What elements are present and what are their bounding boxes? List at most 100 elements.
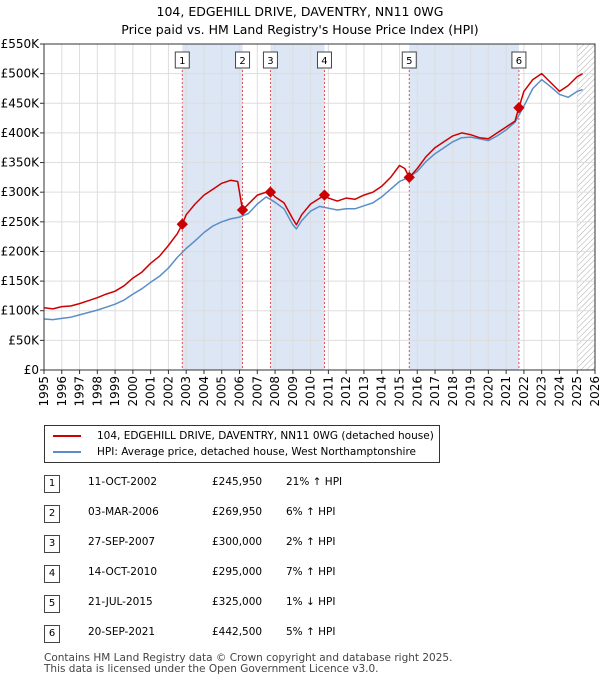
y-tick-label: £50K [8,333,40,347]
table-row: 1 11-OCT-2002 £245,950 21% ↑ HPI [0,470,600,500]
sale-markers: 1 2 3 4 5 6 [174,51,527,230]
legend-property-label: 104, EDGEHILL DRIVE, DAVENTRY, NN11 0WG … [97,430,434,442]
x-tick-label: 2022 [517,376,531,407]
sale-label-number: 6 [516,56,522,67]
table-row: 4 14-OCT-2010 £295,000 7% ↑ HPI [0,560,600,590]
x-tick-label: 2003 [179,376,193,407]
sale-date: 27-SEP-2007 [88,536,156,548]
x-tick-label: 2007 [250,376,264,407]
table-row: 3 27-SEP-2007 £300,000 2% ↑ HPI [0,530,600,560]
sale-date: 21-JUL-2015 [88,596,153,608]
sale-label-number: 5 [406,56,412,67]
x-tick-label: 2001 [144,376,158,407]
hatched-region [577,44,595,370]
sale-label-box [262,51,278,69]
x-tick-label: 2021 [499,376,513,407]
x-tick-label: 2017 [428,376,442,407]
sale-label-box [316,51,332,69]
sale-hpi-diff: 7% ↑ HPI [286,566,336,578]
table-row: 2 03-MAR-2006 £269,950 6% ↑ HPI [0,500,600,530]
sale-number: 6 [44,625,60,643]
x-tick-label: 2023 [535,376,549,407]
property-price-line [44,72,583,310]
sale-number: 5 [44,595,60,613]
x-tick-label: 2000 [126,376,140,407]
sale-point-marker [264,186,277,198]
legend-hpi: HPI: Average price, detached house, West… [53,444,416,460]
x-tick-label: 2012 [339,376,353,407]
plot-border [43,43,596,371]
legend-property-swatch [53,435,81,437]
legend: 104, EDGEHILL DRIVE, DAVENTRY, NN11 0WG … [44,425,440,463]
sale-label-box [401,51,417,69]
axes: £0 £50K £100K £150K £200K £250K £300K £350K £400… [1,37,600,407]
sale-point-marker [236,204,249,216]
sale-price: £295,000 [212,566,263,578]
sale-label-number: 2 [239,56,245,67]
x-tick-label: 2004 [197,376,211,407]
sale-point-marker [318,189,331,201]
sale-number: 2 [44,505,60,523]
shaded-range [182,44,243,370]
x-tick-label: 2013 [357,376,371,407]
sale-hpi-diff: 1% ↓ HPI [286,596,336,608]
table-row: 6 20-SEP-2021 £442,500 5% ↑ HPI [0,620,600,650]
legend-hpi-swatch [53,451,81,453]
sale-label-box [174,51,190,69]
x-tick-label: 2002 [161,376,175,407]
shaded-range [409,44,519,370]
shaded-ranges [181,44,595,370]
y-tick-label: £500K [1,67,41,81]
x-tick-label: 2010 [304,376,318,407]
footer: Contains HM Land Registry data © Crown c… [44,653,452,675]
sale-date: 03-MAR-2006 [88,506,159,518]
x-tick-label: 2019 [464,376,478,407]
legend-hpi-label: HPI: Average price, detached house, West… [97,446,416,458]
sale-date: 20-SEP-2021 [88,626,156,638]
sale-hpi-diff: 6% ↑ HPI [286,506,336,518]
x-tick-label: 1996 [55,376,69,407]
sale-date: 11-OCT-2002 [88,476,157,488]
x-tick-label: 2005 [215,376,229,407]
x-tick-label: 2015 [392,376,406,407]
sale-point-marker [403,171,415,184]
sale-price: £245,950 [212,476,263,488]
y-tick-label: £100K [1,304,41,318]
y-tick-label: £200K [1,244,41,258]
x-tick-label: 2026 [588,376,600,407]
sale-price: £300,000 [212,536,263,548]
y-tick-label: £250K [1,215,41,229]
sale-point-marker [176,218,188,230]
sale-date: 14-OCT-2010 [88,566,157,578]
x-tick-label: 2016 [410,376,424,407]
sale-label-box [511,51,527,69]
y-tick-label: £150K [1,274,41,288]
sale-label-number: 4 [321,56,327,67]
x-tick-label: 1998 [90,376,104,407]
chart-title: 104, EDGEHILL DRIVE, DAVENTRY, NN11 0WG [157,4,444,19]
x-tick-label: 2024 [552,376,566,407]
hpi-line [44,78,583,321]
chart-subtitle: Price paid vs. HM Land Registry's House … [121,22,478,37]
sale-hpi-diff: 5% ↑ HPI [286,626,336,638]
sale-price: £269,950 [212,506,263,518]
table-row: 5 21-JUL-2015 £325,000 1% ↓ HPI [0,590,600,620]
x-tick-label: 2014 [375,376,389,407]
shaded-range [270,44,325,370]
sale-number: 4 [44,565,60,583]
sale-label-box [235,51,251,69]
x-tick-label: 2006 [233,376,247,407]
x-tick-label: 1995 [37,376,51,407]
x-tick-label: 1999 [108,376,122,407]
x-tick-label: 2009 [286,376,300,407]
sale-hpi-diff: 21% ↑ HPI [286,476,343,488]
y-tick-label: £0 [24,363,39,377]
legend-property: 104, EDGEHILL DRIVE, DAVENTRY, NN11 0WG … [53,428,434,444]
y-tick-label: £300K [1,185,41,199]
sale-label-number: 3 [267,56,273,67]
series [44,72,583,321]
footer-license: This data is licensed under the Open Gov… [44,663,379,675]
y-tick-label: £350K [1,156,41,170]
sale-price: £325,000 [212,596,263,608]
x-tick-label: 2018 [446,376,460,407]
